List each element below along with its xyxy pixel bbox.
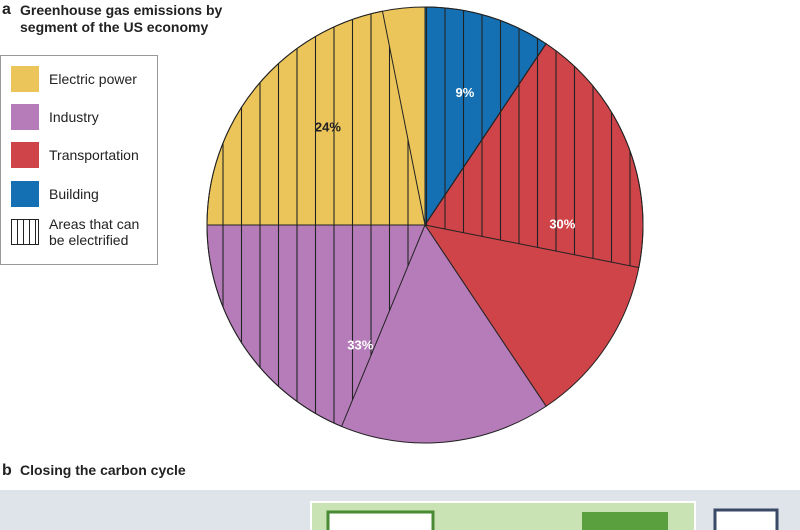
hatched-area [424, 6, 547, 227]
icon-box [713, 508, 779, 530]
value-label: 24% [315, 119, 341, 134]
legend-swatch [11, 104, 39, 130]
hatched-area [206, 224, 426, 428]
hatched-area [424, 43, 644, 269]
value-label: 33% [347, 338, 373, 353]
legend: Electric power Industry Transportation Buil… [0, 55, 158, 265]
value-label: 9% [455, 85, 474, 100]
legend-item: Transportation [11, 142, 154, 168]
value-label: 30% [549, 216, 575, 231]
legend-item: Industry [11, 104, 154, 130]
legend-item: Areas that can be electrified [11, 216, 154, 248]
legend-label: Areas that can be electrified [49, 216, 140, 248]
labels: 9% 30% 33% 24% [315, 85, 576, 353]
hatched-area [206, 10, 426, 226]
pie [206, 6, 644, 444]
panel-label: a [2, 1, 11, 18]
legend-swatch [11, 181, 39, 207]
legend-swatch [11, 142, 39, 168]
legend-swatch [11, 66, 39, 92]
legend-label: Transportation [49, 147, 139, 163]
icon-box [326, 510, 435, 530]
legend-label: Electric power [49, 71, 137, 87]
legend-label: Building [49, 186, 99, 202]
chart-title: Greenhouse gas emissions by segment of t… [20, 2, 223, 35]
legend-label: Industry [49, 109, 99, 125]
title-box: Greenhouse gas emissions by segment of t… [20, 2, 223, 35]
panel-label: b [2, 462, 12, 479]
legend-swatch [11, 219, 39, 245]
panel-title: Closing the carbon cycle [20, 462, 186, 478]
icon-box [582, 512, 668, 530]
legend-item: Electric power [11, 66, 154, 92]
legend-item: Building [11, 181, 154, 207]
